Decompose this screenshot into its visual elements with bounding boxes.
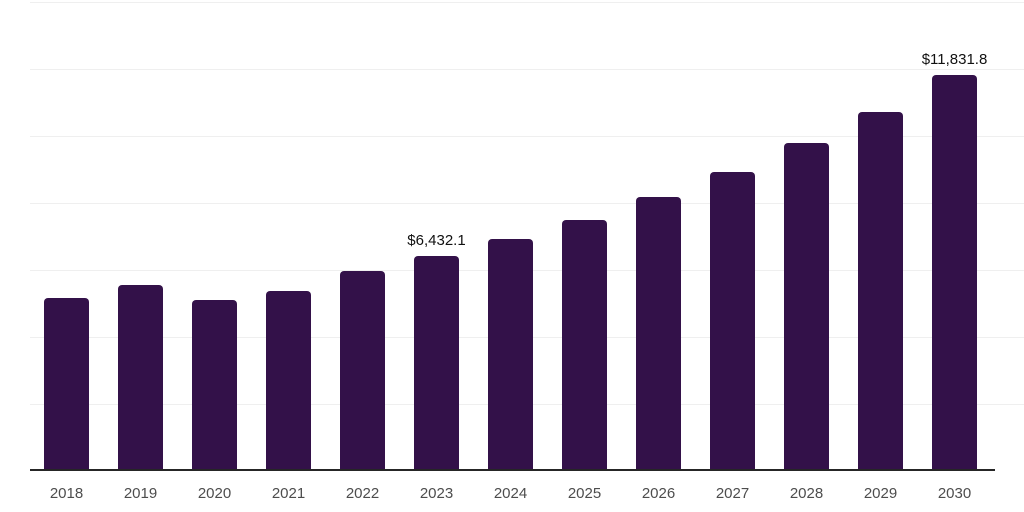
bar-2027 (710, 172, 755, 471)
x-tick-2018: 2018 (49, 485, 84, 502)
bar-2020 (192, 300, 237, 471)
data-label-2030: $11,831.8 (921, 50, 988, 68)
x-tick-2019: 2019 (123, 485, 158, 502)
bar-2019 (118, 285, 163, 471)
bar-2025 (562, 220, 607, 471)
x-tick-2020: 2020 (197, 485, 232, 502)
bar-2030 (932, 74, 977, 471)
x-tick-2025: 2025 (567, 485, 602, 502)
x-axis-line (30, 469, 995, 471)
data-label-2023: $6,432.1 (407, 231, 466, 249)
gridline (30, 203, 1024, 204)
x-tick-2024: 2024 (493, 485, 528, 502)
bar-2029 (858, 112, 903, 471)
x-tick-2022: 2022 (345, 485, 380, 502)
x-tick-2027: 2027 (715, 485, 750, 502)
bar-2028 (784, 143, 829, 471)
gridline (30, 136, 1024, 137)
x-tick-2028: 2028 (789, 485, 824, 502)
bar-2023 (414, 255, 459, 471)
bar-2026 (636, 196, 681, 471)
x-tick-2030: 2030 (937, 485, 972, 502)
bar-2021 (266, 291, 311, 471)
bar-2018 (44, 298, 89, 471)
x-tick-2029: 2029 (863, 485, 898, 502)
bar-2022 (340, 271, 385, 471)
x-tick-2021: 2021 (271, 485, 306, 502)
x-tick-2026: 2026 (641, 485, 676, 502)
gridline (30, 69, 1024, 70)
bar-2024 (488, 239, 533, 471)
x-tick-2023: 2023 (419, 485, 454, 502)
gridline (30, 2, 1024, 3)
